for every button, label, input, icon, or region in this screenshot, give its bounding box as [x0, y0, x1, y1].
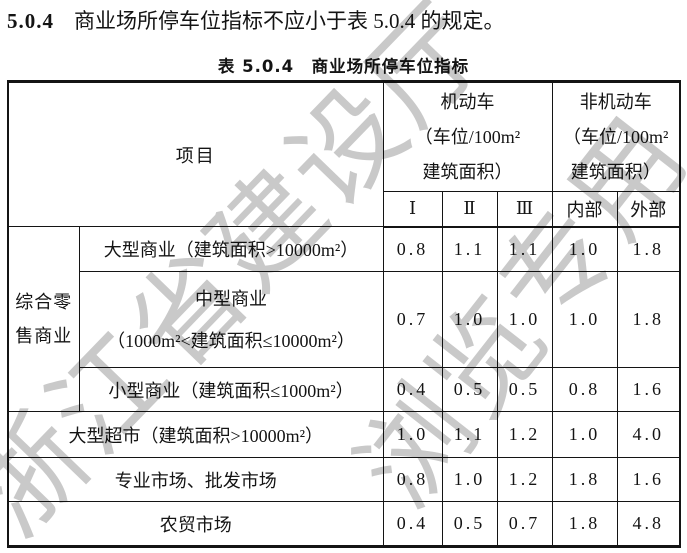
value-cell: 1.8 [551, 501, 618, 547]
header-nonmotor-line-2: （车位/100m² [563, 126, 669, 147]
value-cell: 0.4 [382, 367, 443, 412]
value-cell: 1.1 [496, 226, 553, 272]
value-cell: 1.0 [551, 271, 618, 368]
value-cell: 4.8 [616, 501, 681, 547]
value-cell: 0.7 [496, 501, 553, 547]
header-motor-line-3: 建筑面积） [422, 161, 513, 182]
header-motor-line-1: 机动车 [440, 91, 495, 112]
row-name: 小型商业（建筑面积≤1000m²） [78, 367, 384, 412]
header-motor-group: 机动车 （车位/100m² 建筑面积） [382, 81, 553, 192]
clause-text: 商业场所停车位指标不应小于表 5.0.4 的规定。 [74, 9, 505, 33]
header-col-roman-2: Ⅱ [441, 191, 498, 228]
row-name-text: 专业市场、批发市场 [114, 470, 277, 491]
header-col-external: 外部 [616, 191, 681, 228]
value-cell: 1.2 [496, 411, 553, 458]
row-name: 农贸市场 [7, 501, 384, 547]
parking-indicator-table: 项目 机动车 （车位/100m² 建筑面积） 非机动车 （车位/100m² 建筑… [7, 80, 681, 548]
value-cell: 0.4 [382, 501, 443, 547]
value-cell: 1.2 [496, 457, 553, 502]
value-cell: 1.8 [616, 226, 681, 272]
value-cell: 0.8 [382, 226, 443, 272]
header-item: 项目 [7, 81, 384, 227]
header-motor-line-2: （车位/100m² [414, 126, 521, 147]
value-cell: 4.0 [616, 411, 681, 458]
table-row: 大型超市（建筑面积>10000m²） 1.0 1.1 1.2 1.0 4.0 [7, 411, 681, 458]
header-nonmotor-group: 非机动车 （车位/100m² 建筑面积） [551, 81, 681, 192]
value-cell: 1.0 [382, 411, 443, 458]
value-cell: 0.5 [496, 367, 553, 412]
row-name: 专业市场、批发市场 [7, 457, 384, 502]
row-name: 大型商业（建筑面积>10000m²） [78, 226, 384, 272]
value-cell: 1.0 [551, 411, 618, 458]
row-name-text: 农贸市场 [159, 514, 232, 535]
value-cell: 1.6 [616, 457, 681, 502]
row-name-text: 大型商业（建筑面积>10000m²） [103, 240, 359, 260]
value-cell: 1.1 [441, 411, 498, 458]
table-row: 综合零 售商业 大型商业（建筑面积>10000m²） 0.8 1.1 1.1 1… [7, 226, 681, 412]
value-cell: 1.6 [616, 367, 681, 412]
row-name: 中型商业 （1000m²<建筑面积≤10000m²） [78, 271, 384, 368]
header-col-roman-3: Ⅲ [496, 191, 553, 228]
value-cell: 1.0 [441, 457, 498, 502]
clause-heading: 5.0.4 商业场所停车位指标不应小于表 5.0.4 的规定。 [7, 5, 505, 35]
header-row-groups: 项目 机动车 （车位/100m² 建筑面积） 非机动车 （车位/100m² 建筑… [7, 81, 681, 227]
table-row: 专业市场、批发市场 0.8 1.0 1.2 1.8 1.6 [7, 457, 681, 502]
value-cell: 0.8 [382, 457, 443, 502]
group-label-line-2: 售商业 [15, 326, 73, 346]
row-name-text: 小型商业（建筑面积≤1000m²） [108, 380, 354, 401]
clause-number: 5.0.4 [7, 9, 54, 33]
value-cell: 0.5 [441, 367, 498, 412]
header-col-roman-1: Ⅰ [382, 191, 443, 228]
value-cell: 1.8 [616, 271, 681, 368]
header-nonmotor-line-3: 建筑面积） [570, 161, 661, 182]
value-cell: 1.1 [441, 226, 498, 272]
value-cell: 1.8 [551, 457, 618, 502]
row-name-text: 中型商业 [195, 288, 267, 309]
value-cell: 1.0 [496, 271, 553, 368]
group-label-line-1: 综合零 [15, 292, 73, 312]
value-cell: 0.8 [551, 367, 618, 412]
header-col-internal: 内部 [551, 191, 618, 228]
row-group-label: 综合零 售商业 [7, 226, 80, 412]
value-cell: 0.5 [441, 501, 498, 547]
table-title: 表 5.0.4 商业场所停车位指标 [217, 57, 470, 76]
table-row: 小型商业（建筑面积≤1000m²） 0.4 0.5 0.5 0.8 1.6 [8, 367, 681, 412]
value-cell: 1.0 [551, 226, 618, 272]
table-row: 农贸市场 0.4 0.5 0.7 1.8 4.8 [7, 501, 681, 547]
header-row-subcolumns: Ⅰ Ⅱ Ⅲ 内部 外部 [8, 191, 681, 228]
header-nonmotor-line-1: 非机动车 [579, 91, 652, 112]
table-row: 中型商业 （1000m²<建筑面积≤10000m²） 0.7 1.0 1.0 1… [8, 271, 681, 368]
value-cell: 0.7 [382, 271, 443, 368]
row-name-text: 大型超市（建筑面积>10000m²） [68, 425, 324, 446]
value-cell: 1.0 [441, 271, 498, 368]
row-name: 大型超市（建筑面积>10000m²） [7, 411, 384, 458]
row-name-text: （1000m²<建筑面积≤10000m²） [107, 330, 355, 351]
